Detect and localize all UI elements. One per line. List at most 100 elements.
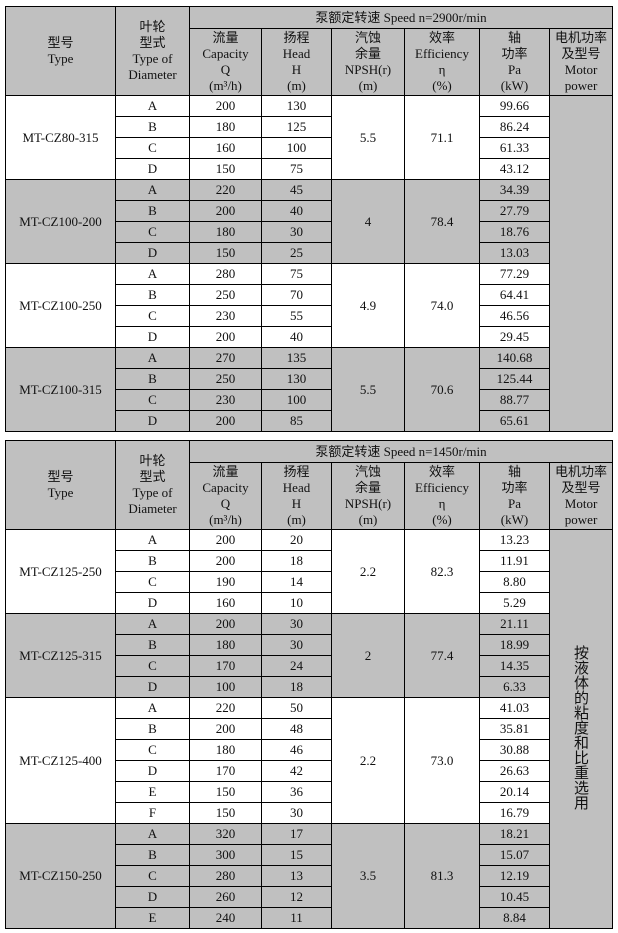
head-cell: 25 [261,242,332,264]
capacity-cell: 150 [189,242,262,264]
power-cell: 64.41 [479,284,550,306]
header-diameter-line: 叶轮 [139,19,166,34]
header-diameter-line: 叶轮 [139,453,166,468]
npsh-cell: 4 [331,179,405,264]
header-motor-line: 及型号 [561,46,601,61]
header-power: 轴功率 Pa (kW) [479,28,550,96]
table-row: B 180 125 86.24 [6,116,613,138]
power-cell: 26.63 [479,760,550,782]
capacity-cell: 170 [189,760,262,782]
header-power-line: 轴 [507,30,521,45]
head-cell: 10 [261,592,332,614]
header-capacity-line: 流量 [212,464,239,479]
capacity-cell: 200 [189,550,262,572]
capacity-cell: 150 [189,158,262,180]
diameter-cell: D [115,410,190,432]
efficiency-cell: 73.0 [404,697,480,824]
header-diameter-line: Diameter [128,501,177,516]
capacity-cell: 160 [189,592,262,614]
header-motor-line: 电机功率 [555,30,608,45]
header-diameter-line: Type of [132,485,173,500]
diameter-cell: B [115,200,190,222]
diameter-cell: C [115,221,190,243]
head-cell: 42 [261,760,332,782]
header-head-line: Head [282,480,311,495]
head-cell: 18 [261,676,332,698]
header-diameter-line: Type of [132,51,173,66]
header-power-line: Pa [508,496,521,511]
head-cell: 14 [261,571,332,593]
power-cell: 18.99 [479,634,550,656]
capacity-cell: 280 [189,263,262,285]
table-row: D 170 42 26.63 [6,760,613,782]
header-capacity-line: (m³/h) [209,78,242,93]
header-power-line: (kW) [500,78,529,93]
capacity-cell: 180 [189,739,262,761]
head-cell: 125 [261,116,332,138]
header-power: 轴功率 Pa (kW) [479,462,550,530]
header-power-line: 轴 [507,464,521,479]
header-motor-line: power [564,512,598,527]
capacity-cell: 240 [189,907,262,929]
power-cell: 18.21 [479,823,550,845]
head-cell: 30 [261,634,332,656]
header-npsh-line: 余量 [354,480,381,495]
power-cell: 86.24 [479,116,550,138]
header-type-line: Type [47,485,74,500]
head-cell: 50 [261,697,332,719]
head-cell: 100 [261,137,332,159]
capacity-cell: 200 [189,326,262,348]
head-cell: 30 [261,221,332,243]
capacity-cell: 150 [189,802,262,824]
npsh-cell: 2.2 [331,697,405,824]
table-row: F 150 30 16.79 [6,802,613,824]
header-diameter-line: 型式 [139,469,166,484]
header-power-line: Pa [508,62,521,77]
power-cell: 29.45 [479,326,550,348]
header-motor-line: 及型号 [561,480,601,495]
header-power-line: 功率 [501,46,528,61]
power-cell: 99.66 [479,95,550,117]
header-motor: 电机功率 及型号 Motor power [548,462,614,530]
diameter-cell: A [115,347,190,369]
header-head-line: 扬程 [283,464,310,479]
diameter-cell: A [115,823,190,845]
head-cell: 100 [261,389,332,411]
header-head-line: 扬程 [283,30,310,45]
header-type: 型号 Type [5,6,116,96]
diameter-cell: B [115,284,190,306]
diameter-cell: D [115,158,190,180]
capacity-cell: 200 [189,613,262,635]
efficiency-cell: 70.6 [404,347,480,432]
power-cell: 12.19 [479,865,550,887]
head-cell: 17 [261,823,332,845]
capacity-cell: 100 [189,676,262,698]
header-type-line: 型号 [47,35,74,50]
table-row: B 200 48 35.81 [6,718,613,740]
capacity-cell: 170 [189,655,262,677]
head-cell: 18 [261,550,332,572]
table-row: B 200 40 27.79 [6,200,613,222]
diameter-cell: D [115,326,190,348]
power-cell: 43.12 [479,158,550,180]
capacity-cell: 220 [189,179,262,201]
table-row: C 170 24 14.35 [6,655,613,677]
power-cell: 20.14 [479,781,550,803]
capacity-cell: 200 [189,529,262,551]
header-row: 型号 Type 叶轮 型式 Type of Diameter 泵额定转速 Speed n=1… [5,440,614,530]
head-cell: 55 [261,305,332,327]
diameter-cell: D [115,242,190,264]
model-cell: MT-CZ125-250 [5,529,116,614]
diameter-cell: B [115,116,190,138]
header-type-line: Type [47,51,74,66]
table-row: C 230 55 46.56 [6,305,613,327]
power-cell: 13.03 [479,242,550,264]
capacity-cell: 200 [189,718,262,740]
head-cell: 40 [261,326,332,348]
diameter-cell: D [115,676,190,698]
header-row: 流量 Capacity Q (m³/h) 扬程 Head H (m) 汽蚀 余量 NPSH(r) (m… [6,28,614,96]
table-row: MT-CZ80-315 A 200 130 5.5 71.1 99.66 [5,95,614,432]
header-head-line: H [291,496,302,511]
head-cell: 36 [261,781,332,803]
capacity-cell: 320 [189,823,262,845]
